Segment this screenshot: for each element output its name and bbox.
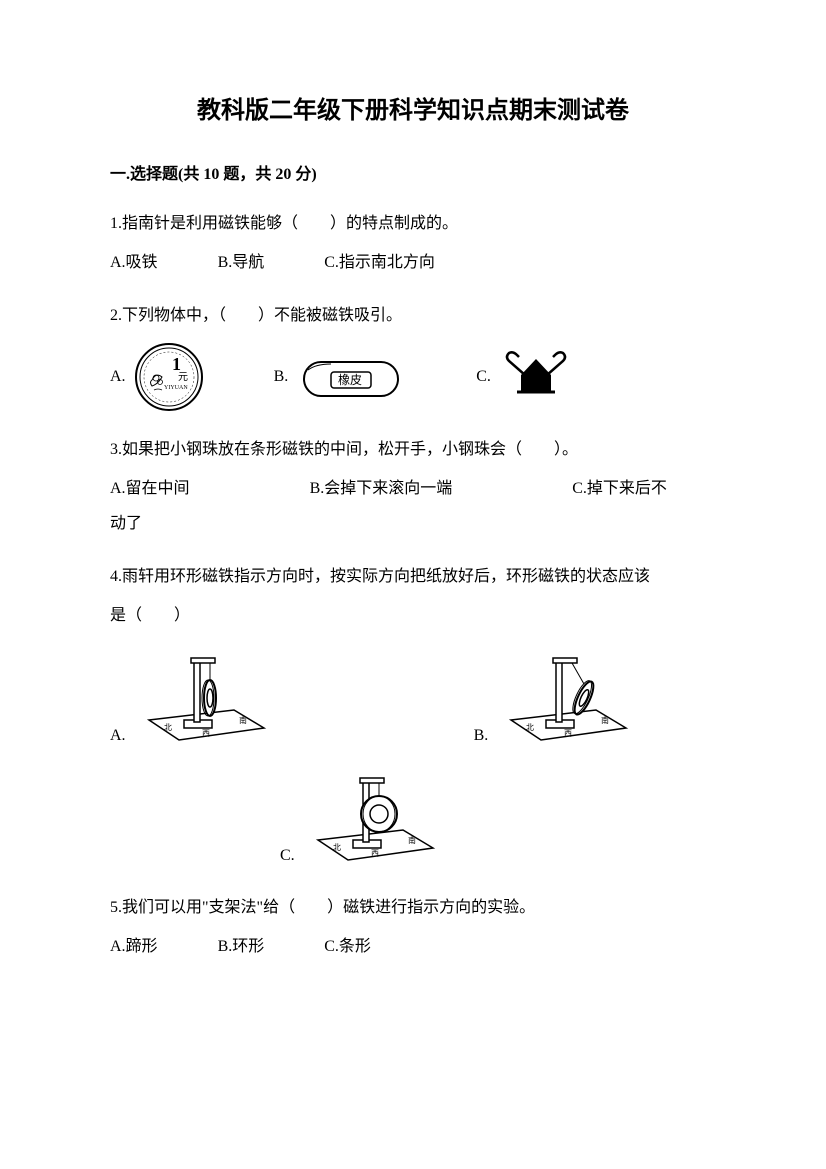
q4-text2: 是（ ） [110,602,716,631]
eraser-icon: 橡皮 [296,350,406,405]
page-title: 教科版二年级下册科学知识点期末测试卷 [110,90,716,133]
svg-text:西: 西 [564,729,572,738]
binder-clip-icon [499,347,574,407]
svg-text:元: 元 [178,372,188,383]
ring-magnet-stand-b-icon: 北 南 西 [496,650,636,750]
question-2: 2.下列物体中，（ ）不能被磁铁吸引。 A. 1 元 YIYUAN B. [110,302,716,413]
svg-text:南: 南 [239,715,247,725]
svg-text:南: 南 [601,715,609,725]
q2-option-a-label: A. [110,363,126,392]
q1-option-c: C.指示南北方向 [324,249,435,278]
ring-magnet-stand-c-icon: 北 南 西 [303,770,443,870]
section-header: 一.选择题(共 10 题，共 20 分) [110,161,716,190]
svg-text:北: 北 [164,723,172,732]
question-4: 4.雨轩用环形磁铁指示方向时，按实际方向把纸放好后，环形磁铁的状态应该 是（ ）… [110,563,716,871]
q4-option-b-label: B. [474,722,489,751]
q1-option-a: A.吸铁 [110,249,158,278]
ring-magnet-stand-a-icon: 北 南 西 [134,650,274,750]
q5-option-b: B.环形 [218,933,265,962]
svg-text:北: 北 [526,723,534,732]
q3-option-c: C.掉下来后不 [572,475,667,504]
q4-option-a-label: A. [110,722,126,751]
q4-option-c-label: C. [280,842,295,871]
question-5: 5.我们可以用"支架法"给（ ）磁铁进行指示方向的实验。 A.蹄形 B.环形 C… [110,894,716,962]
q4-text: 4.雨轩用环形磁铁指示方向时，按实际方向把纸放好后，环形磁铁的状态应该 [110,563,716,592]
question-3: 3.如果把小钢珠放在条形磁铁的中间，松开手，小钢珠会（ ）。 A.留在中间 B.… [110,436,716,538]
q2-option-b-label: B. [274,363,289,392]
svg-text:北: 北 [333,843,341,852]
q1-option-b: B.导航 [218,249,265,278]
coin-icon: 1 元 YIYUAN [134,342,204,412]
q1-text: 1.指南针是利用磁铁能够（ ）的特点制成的。 [110,210,716,239]
svg-text:YIYUAN: YIYUAN [164,385,188,391]
q3-option-b: B.会掉下来滚向一端 [310,475,453,504]
q3-option-c-cont: 动了 [110,510,716,539]
q5-option-c: C.条形 [324,933,371,962]
q3-option-a: A.留在中间 [110,475,190,504]
svg-text:南: 南 [408,835,416,845]
svg-text:橡皮: 橡皮 [338,373,362,387]
question-1: 1.指南针是利用磁铁能够（ ）的特点制成的。 A.吸铁 B.导航 C.指示南北方… [110,210,716,278]
q2-option-c-label: C. [476,363,491,392]
q5-text: 5.我们可以用"支架法"给（ ）磁铁进行指示方向的实验。 [110,894,716,923]
q3-text: 3.如果把小钢珠放在条形磁铁的中间，松开手，小钢珠会（ ）。 [110,436,716,465]
svg-text:西: 西 [371,849,379,858]
q5-option-a: A.蹄形 [110,933,158,962]
svg-text:1: 1 [172,354,181,374]
q2-text: 2.下列物体中，（ ）不能被磁铁吸引。 [110,302,716,331]
svg-text:西: 西 [202,729,210,738]
